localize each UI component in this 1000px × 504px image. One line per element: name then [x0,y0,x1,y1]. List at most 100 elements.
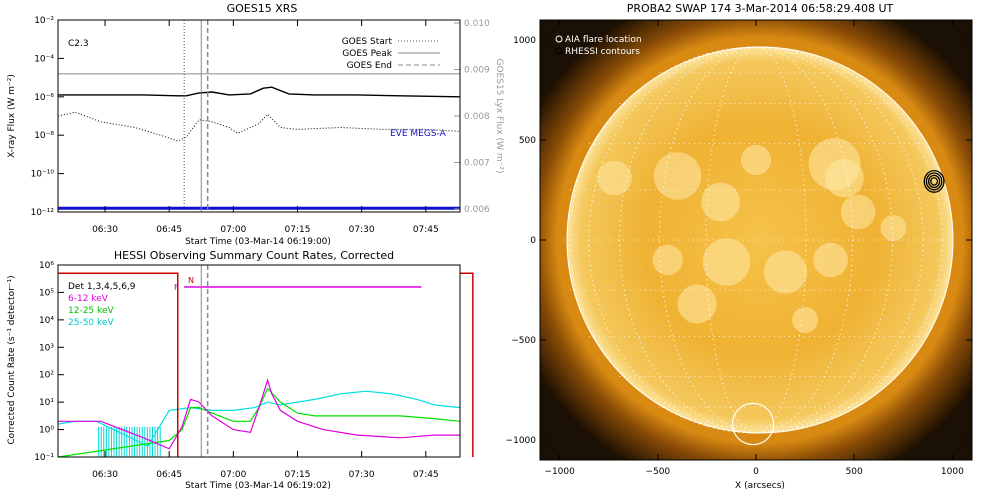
hessi-legend-header: Det 1,3,4,5,6,9 [68,282,136,292]
goes-ytick-label: 10⁻¹⁰ [31,170,55,180]
rhessi-contour [930,177,939,186]
sun-ytick-label: 0 [530,236,536,246]
hessi-ytick-label: 10¹ [39,398,54,408]
hessi-xlabel: Start Time (03-Mar-14 06:19:02) [185,481,331,491]
goes-xtick-label: 07:00 [220,225,246,235]
sun-ytick-label: 1000 [513,36,536,46]
active-region [813,242,848,278]
goes-ytick-right-label: 0.007 [464,159,490,169]
hessi-ytick-label: 10² [39,371,54,381]
hessi-ytick-label: 10⁶ [39,261,54,271]
sun-ytick-label: −500 [511,336,536,346]
active-region [597,160,632,196]
goes-xtick-label: 07:15 [285,225,311,235]
active-region [677,284,717,324]
sun-xlabel: X (arcsecs) [735,481,785,491]
rhessi-contour [925,172,943,191]
active-region [792,307,819,333]
active-region [740,144,772,176]
sun-title: PROBA2 SWAP 174 3-Mar-2014 06:58:29.408 … [627,2,894,15]
goes-xtick-label: 06:30 [92,225,118,235]
goes-xtick-label: 06:45 [156,225,182,235]
goes-ylabel: X-ray Flux (W m⁻²) [7,74,17,158]
hessi-ylabel: Corrected Count Rate (s⁻¹ detector⁻¹) [7,275,17,444]
sun-limb [566,46,954,434]
sun-legend-rhessi-symbol [555,47,563,55]
sun-xtick-label: −500 [645,467,670,477]
goes-ytick-label: 10⁻⁶ [34,93,54,103]
sun-disk [567,47,953,433]
hessi-frame [57,264,461,458]
hessi-ytick-label: 10³ [39,343,54,353]
rhessi-contour [923,169,945,193]
hessi-ytick-label: 10⁻¹ [34,453,54,463]
goes-ytick-right-label: 0.009 [464,66,490,76]
goes-title: GOES15 XRS [227,2,298,15]
hessi-ytick-label: 10⁴ [39,316,54,326]
goes-ytick-label: 10⁻⁴ [34,54,54,64]
goes-panel: GOES15 XRS 06:30 06:45 07:00 07:15 07:30 07:4… [7,2,504,247]
hessi-xtick-label: 06:45 [156,470,182,480]
sun-legend-rhessi: RHESSI contours [565,47,640,57]
active-region [702,238,751,286]
rhessi-contour [927,174,941,189]
sun-xtick-label: −1000 [544,467,575,477]
goes-xlabel: Start Time (03-Mar-14 06:19:00) [185,237,331,247]
active-region [652,244,683,276]
goes-annotation: C2.3 [68,39,89,49]
sun-panel: PROBA2 SWAP 174 3-Mar-2014 06:58:29.408 … [506,2,973,491]
goes-series-long [58,86,461,98]
sun-ytick-label: 500 [519,136,536,146]
goes-ytick-right-label: 0.010 [464,19,490,29]
goes-ytick-label: 10⁻² [34,16,54,26]
goes-frame [57,19,461,213]
hessi-flag-flare: F [174,283,179,292]
active-region [824,158,864,198]
hessi-panel: HESSI Observing Summary Count Rates, Cor… [7,249,474,491]
hessi-flag-night: N [188,276,194,285]
sun-xtick-label: 1000 [941,467,964,477]
goes-eve-label: EVE MEGS-A [390,129,447,139]
hessi-xtick-label: 07:00 [220,470,246,480]
sun-xtick-label: 0 [753,467,759,477]
goes-ytick-label: 10⁻¹² [31,208,55,218]
goes-ytick-right-label: 0.008 [464,112,490,122]
hessi-legend-25-50: 25-50 keV [68,318,114,328]
hessi-ytick-label: 10⁰ [39,426,54,436]
goes-ytick-label: 10⁻⁸ [34,131,54,141]
hessi-series [57,390,461,447]
hessi-xtick-label: 06:30 [92,470,118,480]
hessi-series [58,378,460,450]
hessi-night-flag-right [460,272,474,457]
active-region [763,250,808,294]
active-region [880,215,907,241]
sun-image [540,20,972,460]
goes-ytick-right-label: 0.006 [464,205,490,215]
goes-ylabel-right: GOES15 Lyx Flux (W m⁻²) [494,59,504,174]
active-region [701,182,741,222]
hessi-xtick-label: 07:45 [413,470,439,480]
active-region [840,194,876,230]
hessi-title: HESSI Observing Summary Count Rates, Cor… [114,249,394,262]
sun-active-regions [597,138,907,333]
aia-flare-circle [731,402,775,446]
rhessi-contours [923,169,945,193]
goes-xtick-label: 07:45 [413,225,439,235]
hessi-legend-12-25: 12-25 keV [68,306,114,316]
longitude-line [705,46,807,434]
hessi-xtick-label: 07:15 [285,470,311,480]
hessi-series [57,387,461,458]
goes-legend-start: GOES Start [342,37,393,47]
hessi-xtick-label: 07:30 [349,470,375,480]
active-region [653,152,702,200]
sun-ytick-label: −1000 [506,436,537,446]
goes-xtick-label: 07:30 [349,225,375,235]
sun-legend-aia-symbol [555,35,563,43]
longitude-line [569,46,943,434]
hessi-ytick-label: 10⁵ [39,288,54,298]
goes-legend-peak: GOES Peak [342,49,392,59]
sun-xtick-label: 500 [846,467,863,477]
goes-series-short [57,111,461,142]
